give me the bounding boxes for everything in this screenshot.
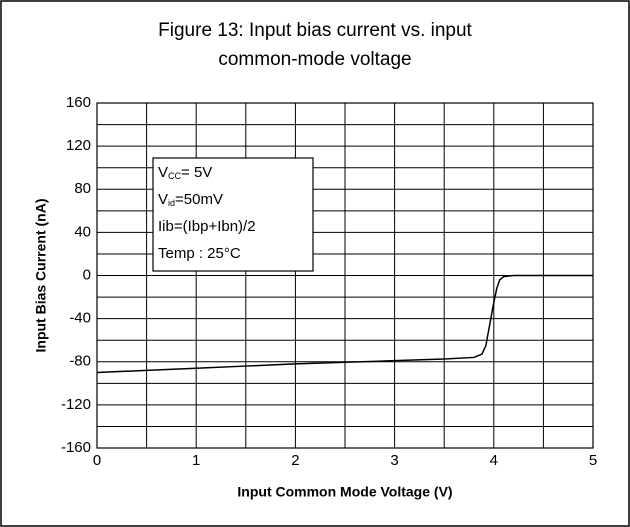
x-tick-label: 5: [589, 452, 597, 469]
annotation-text: Temp : 25°C: [158, 245, 241, 262]
chart-title: Figure 13: Input bias current vs. input: [158, 20, 472, 41]
x-axis-label: Input Common Mode Voltage (V): [237, 484, 452, 500]
annotation-text: CC: [168, 171, 181, 181]
data-line: [96, 274, 593, 374]
y-tick-label: -40: [69, 310, 91, 327]
y-tick-label: -80: [69, 353, 91, 370]
y-tick-label: 160: [66, 94, 91, 111]
annotation-text: V: [158, 164, 168, 181]
annotation-text: V: [158, 191, 168, 208]
y-tick-label: -160: [61, 439, 91, 456]
x-tick-label: 4: [490, 452, 498, 469]
annotation-line: Temp : 25°C: [158, 245, 241, 262]
annotation-text: = 5V: [181, 164, 212, 181]
y-tick-label: -120: [61, 396, 91, 413]
y-tick-label: 80: [74, 180, 91, 197]
annotation-line: Iib=(Ibp+Ibn)/2: [158, 218, 256, 235]
chart-title: common-mode voltage: [218, 49, 411, 70]
x-tick-label: 0: [93, 452, 101, 469]
x-tick-label: 1: [192, 452, 200, 469]
annotation-line: Vid=50mV: [158, 191, 223, 208]
x-tick-label: 3: [390, 452, 398, 469]
annotation-text: Iib=(Ibp+Ibn)/2: [158, 218, 256, 235]
x-tick-label: 2: [291, 452, 299, 469]
annotation-line: VCC= 5V: [158, 164, 212, 181]
y-axis-label: Input Bias Current (nA): [33, 199, 49, 353]
y-tick-label: 40: [74, 223, 91, 240]
annotation-box: [152, 157, 314, 272]
y-tick-label: 0: [83, 266, 91, 283]
annotation-text: id: [168, 198, 175, 208]
y-tick-label: 120: [66, 137, 91, 154]
annotation-text: =50mV: [175, 191, 223, 208]
